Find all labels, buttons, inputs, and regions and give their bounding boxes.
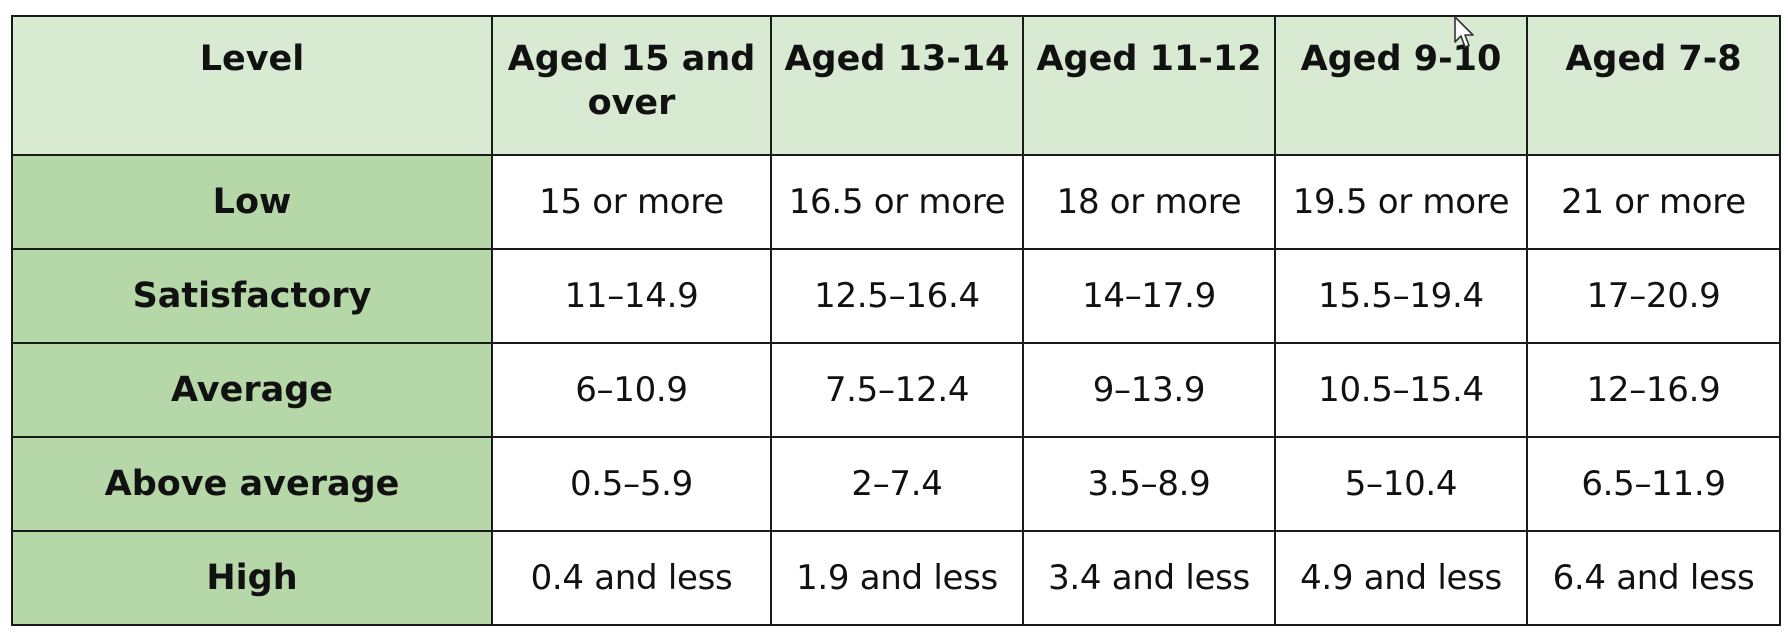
table-cell: 0.5–5.9 (491, 436, 772, 532)
table-row: Average 6–10.9 7.5–12.4 9–13.9 10.5–15.4… (11, 342, 1781, 438)
table-cell: 19.5 or more (1274, 154, 1528, 250)
header-aged-13-14: Aged 13-14 (770, 15, 1024, 156)
table-cell: 18 or more (1022, 154, 1276, 250)
table-cell: 10.5–15.4 (1274, 342, 1528, 438)
table-cell: 14–17.9 (1022, 248, 1276, 344)
table-cell: 17–20.9 (1526, 248, 1781, 344)
table-cell: 9–13.9 (1022, 342, 1276, 438)
levels-table: Level Aged 15 and over Aged 13-14 Aged 1… (11, 15, 1781, 626)
header-row: Level Aged 15 and over Aged 13-14 Aged 1… (11, 15, 1781, 156)
table-cell: 6.5–11.9 (1526, 436, 1781, 532)
table-cell: 11–14.9 (491, 248, 772, 344)
table-cell: 15 or more (491, 154, 772, 250)
table-cell: 15.5–19.4 (1274, 248, 1528, 344)
table-cell: 3.4 and less (1022, 530, 1276, 626)
table-cell: 0.4 and less (491, 530, 772, 626)
table-cell: 16.5 or more (770, 154, 1024, 250)
table-cell: 6.4 and less (1526, 530, 1781, 626)
row-label-above-average: Above average (11, 436, 493, 532)
table-cell: 3.5–8.9 (1022, 436, 1276, 532)
table-cell: 12–16.9 (1526, 342, 1781, 438)
table-cell: 12.5–16.4 (770, 248, 1024, 344)
header-level: Level (11, 15, 493, 156)
table-row: Low 15 or more 16.5 or more 18 or more 1… (11, 154, 1781, 250)
table-row: Above average 0.5–5.9 2–7.4 3.5–8.9 5–10… (11, 436, 1781, 532)
table-cell: 5–10.4 (1274, 436, 1528, 532)
table-cell: 21 or more (1526, 154, 1781, 250)
header-aged-7-8: Aged 7-8 (1526, 15, 1781, 156)
header-aged-11-12: Aged 11-12 (1022, 15, 1276, 156)
table-cell: 7.5–12.4 (770, 342, 1024, 438)
row-label-low: Low (11, 154, 493, 250)
table-cell: 6–10.9 (491, 342, 772, 438)
row-label-average: Average (11, 342, 493, 438)
header-aged-9-10: Aged 9-10 (1274, 15, 1528, 156)
table-cell: 1.9 and less (770, 530, 1024, 626)
row-label-satisfactory: Satisfactory (11, 248, 493, 344)
table-cell: 4.9 and less (1274, 530, 1528, 626)
table-cell: 2–7.4 (770, 436, 1024, 532)
table-row: Satisfactory 11–14.9 12.5–16.4 14–17.9 1… (11, 248, 1781, 344)
row-label-high: High (11, 530, 493, 626)
table-row: High 0.4 and less 1.9 and less 3.4 and l… (11, 530, 1781, 626)
header-aged-15-and-over: Aged 15 and over (491, 15, 772, 156)
